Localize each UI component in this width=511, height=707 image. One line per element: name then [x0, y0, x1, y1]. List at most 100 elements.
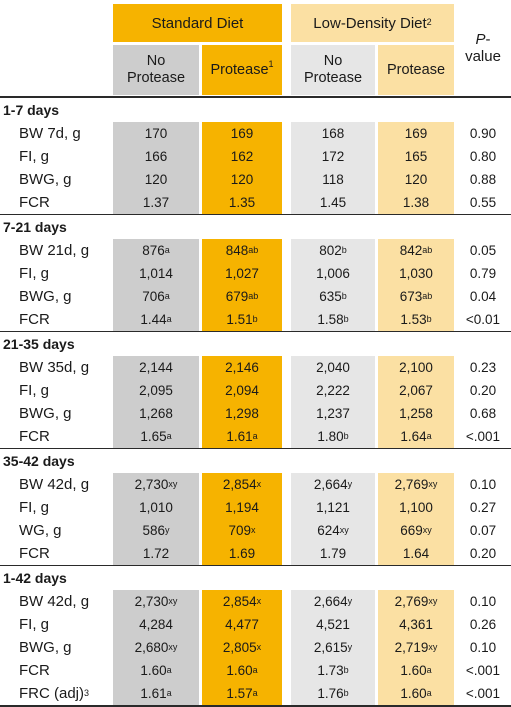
- cell-value: 2,769: [394, 477, 429, 492]
- cell-value: 1,268: [139, 406, 173, 421]
- cell-value: 1,100: [399, 500, 433, 515]
- cell-value: 2,805: [222, 640, 257, 655]
- row-label-text: FCR: [19, 545, 50, 562]
- row-label: BW 21d, g: [0, 239, 113, 262]
- cell-ld-no-protease: 1.58 b: [291, 308, 375, 331]
- subheader-ld-protease-label: Protease: [386, 61, 446, 78]
- cell-p-value: 0.05: [469, 243, 497, 258]
- cell-value: 2,664: [313, 477, 348, 492]
- cell-value: 1.57: [226, 686, 253, 701]
- cell-p-value: <.001: [465, 429, 501, 444]
- row-label: BW 42d, g: [0, 473, 113, 496]
- row-label-text: BW 35d, g: [19, 359, 90, 376]
- header-p-italic: P: [475, 31, 486, 48]
- cell-ld-no-protease: 2,222: [291, 379, 375, 402]
- row-label-text: FCR: [19, 428, 50, 445]
- cell-value: 1.76: [317, 686, 344, 701]
- row-label: BWG, g: [0, 402, 113, 425]
- cell-value: 2,100: [399, 360, 433, 375]
- row-label: FI, g: [0, 145, 113, 168]
- cell-value: 1.79: [319, 546, 347, 561]
- cell-value: 168: [321, 126, 345, 141]
- cell-ld-protease: 2,719 xy: [378, 636, 454, 659]
- cell-value: 1.51: [226, 312, 253, 327]
- cell-std-protease: 120: [202, 168, 282, 191]
- cell-value: 848: [225, 243, 249, 258]
- cell-value: 2,095: [139, 383, 173, 398]
- subheader-std-protease-footnote: 1: [268, 58, 274, 69]
- cell-value: 120: [230, 172, 254, 187]
- cell-value: 802: [319, 243, 342, 258]
- cell-p-value: 0.07: [469, 523, 497, 538]
- cell-ld-protease: 1.53 b: [378, 308, 454, 331]
- row-label-text: BW 21d, g: [19, 242, 90, 259]
- cell-value: 1,298: [225, 406, 259, 421]
- cell-p-value: 0.20: [469, 383, 497, 398]
- cell-value: 679: [225, 289, 249, 304]
- cell-ld-no-protease: 4,521: [291, 613, 375, 636]
- cell-value: 1.65: [140, 429, 167, 444]
- cell-std-no-protease: 2,144: [113, 356, 199, 379]
- cell-ld-no-protease: 2,040: [291, 356, 375, 379]
- row-label-text: FI, g: [19, 499, 50, 516]
- section-title: 21-35 days: [3, 335, 75, 352]
- cell-std-no-protease: 1,014: [113, 262, 199, 285]
- cell-std-no-protease: 1.72: [113, 542, 199, 565]
- cell-ld-protease: 165: [378, 145, 454, 168]
- row-label: FRC (adj) 3: [19, 685, 90, 702]
- cell-ld-protease: 1.38: [378, 191, 454, 214]
- cell-value: 1.60: [400, 686, 427, 701]
- cell-value: 2,040: [316, 360, 350, 375]
- cell-value: 1.60: [226, 663, 253, 678]
- cell-value: 1,010: [139, 500, 173, 515]
- row-label-text: FCR: [19, 194, 50, 211]
- cell-value: 170: [144, 126, 168, 141]
- cell-value: 1,237: [316, 406, 350, 421]
- cell-std-protease: 169: [202, 122, 282, 145]
- subheader-std-protease: Protease1: [202, 45, 282, 95]
- cell-std-no-protease: 2,730 xy: [113, 590, 199, 613]
- row-label-text: FI, g: [19, 382, 50, 399]
- cell-value: 2,730: [134, 594, 169, 609]
- cell-std-protease: 162: [202, 145, 282, 168]
- row-label: FI, g: [0, 262, 113, 285]
- row-label: BWG, g: [0, 285, 113, 308]
- cell-ld-no-protease: 1.80 b: [291, 425, 375, 448]
- section-rule: [0, 214, 511, 215]
- cell-std-no-protease: 706 a: [113, 285, 199, 308]
- row-label: FCR: [0, 308, 113, 331]
- cell-ld-protease: 169: [378, 122, 454, 145]
- cell-value: 2,146: [225, 360, 259, 375]
- cell-ld-no-protease: 1,121: [291, 496, 375, 519]
- row-label-text: WG, g: [19, 522, 62, 539]
- cell-p-value: 0.27: [469, 500, 497, 515]
- cell-std-protease: 1,194: [202, 496, 282, 519]
- cell-value: 673: [399, 289, 423, 304]
- subheader-ld-protease: Protease: [378, 45, 454, 95]
- subheader-std-no-protease: No Protease: [113, 45, 199, 95]
- row-label: BW 7d, g: [0, 122, 113, 145]
- row-label-text: FI, g: [19, 616, 50, 633]
- row-label-text: BWG, g: [19, 288, 72, 305]
- row-label-text: FCR: [19, 311, 50, 328]
- cell-p-value: 0.10: [469, 594, 497, 609]
- cell-value: 166: [144, 149, 168, 164]
- cell-value: 709: [228, 523, 252, 538]
- cell-p-value: 0.26: [469, 617, 497, 632]
- cell-value: 1.35: [228, 195, 256, 210]
- section-rule: [0, 331, 511, 332]
- cell-p-value: 0.68: [469, 406, 497, 421]
- section-title: 1-42 days: [3, 569, 67, 586]
- row-label: BW 42d, g: [0, 590, 113, 613]
- cell-value: 1.73: [317, 663, 344, 678]
- cell-value: 1,194: [225, 500, 259, 515]
- cell-ld-no-protease: 1,006: [291, 262, 375, 285]
- cell-std-no-protease: 1.61 a: [113, 682, 199, 705]
- cell-value: 586: [142, 523, 166, 538]
- row-label: WG, g: [0, 519, 113, 542]
- cell-ld-no-protease: 2,615 y: [291, 636, 375, 659]
- cell-ld-protease: 1.60 a: [378, 682, 454, 705]
- cell-ld-no-protease: 2,664 y: [291, 590, 375, 613]
- cell-ld-no-protease: 118: [291, 168, 375, 191]
